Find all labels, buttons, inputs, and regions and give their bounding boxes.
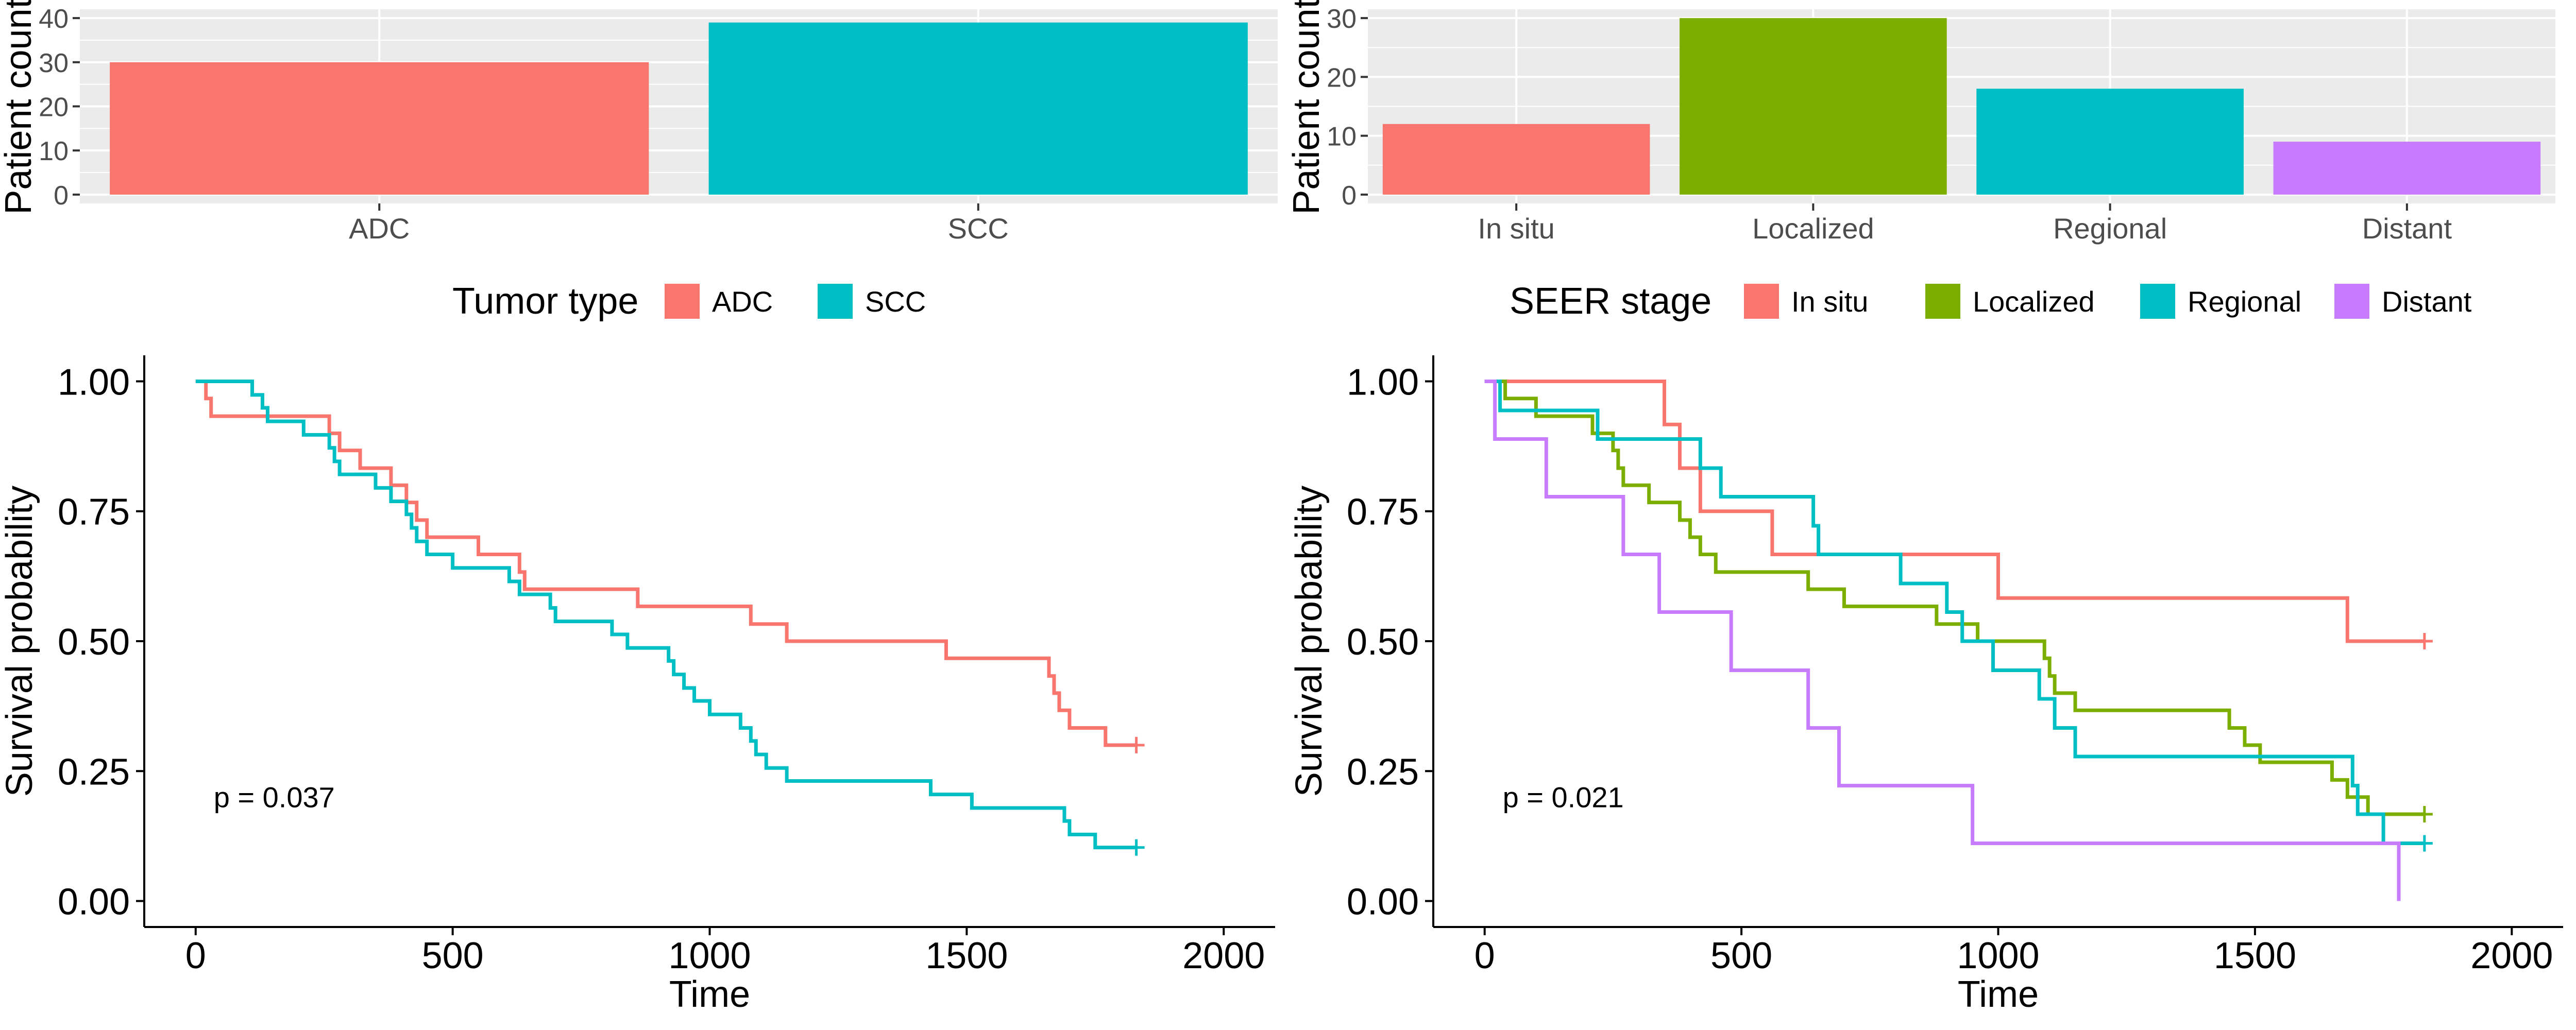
legend: Tumor type ADC SCC [452,281,926,322]
x-tick-label: 1500 [2214,935,2296,976]
y-tick-label: 20 [1327,63,1357,93]
x-tick-label: 2000 [1182,935,1265,976]
legend: SEER stage In situ Localized Regional Distan… [1510,281,2472,322]
survival-curve-in-situ [1484,379,2425,643]
x-axis-label: Time [1958,974,2039,1015]
x-tick-label: 1500 [925,935,1008,976]
y-tick-label: 1.00 [1347,362,1419,403]
y-tick-label: 40 [39,4,69,34]
y-tick-label: 0.25 [58,751,130,793]
x-tick-label: ADC [349,212,410,245]
y-tick-label: 0 [1342,181,1357,211]
y-axis-label: Patient count [1286,0,1327,215]
survival-curve-regional [1484,379,2425,846]
bar-in-situ [1382,124,1650,195]
bar-regional [1976,89,2244,195]
legend-label: Distant [2382,285,2472,318]
p-value-annotation: p = 0.021 [1503,781,1624,814]
x-tick-label: Regional [2053,212,2167,245]
km-seer-stage-chart: 0.00 0.25 0.50 0.75 1.00 0 500 1000 1500 2000 Time… [1289,355,2563,1015]
y-tick-label: 0.00 [1347,882,1419,923]
survival-curve-adc [195,379,1137,747]
y-tick-label: 10 [1327,122,1357,152]
legend-key [1925,284,1960,319]
survival-curve-localized [1484,379,2425,816]
legend-label: ADC [712,285,773,318]
x-tick-label: Distant [2362,212,2452,245]
km-tumor-type-chart: 0.00 0.25 0.50 0.75 1.00 0 500 1000 1500 2000 Time… [0,355,1275,1015]
y-tick-label: 0.25 [1347,751,1419,793]
y-tick-label: 0.75 [58,492,130,533]
tumor-type-bar-chart: 0 10 20 30 40 ADC SCC Patient count Tumor type AD… [0,0,1278,322]
x-tick-label: SCC [948,212,1009,245]
x-tick-label: 1000 [668,935,751,976]
y-tick-label: 0.00 [58,882,130,923]
x-axis-label: Time [669,974,750,1015]
legend-key [665,284,700,319]
legend-key [1744,284,1779,319]
legend-key [818,284,853,319]
y-tick-label: 30 [1327,4,1357,34]
legend-title: SEER stage [1510,281,1711,322]
x-tick-label: 2000 [2470,935,2553,976]
p-value-annotation: p = 0.037 [214,781,335,814]
bar-adc [110,62,649,195]
y-tick-label: 1.00 [58,362,130,403]
legend-title: Tumor type [452,281,638,322]
y-tick-label: 0.50 [1347,622,1419,663]
y-tick-label: 20 [39,93,69,123]
legend-key [2334,284,2369,319]
legend-label: Regional [2188,285,2301,318]
survival-curve-distant [1484,379,2401,901]
x-tick-label: 0 [185,935,206,976]
y-tick-label: 10 [39,136,69,166]
bar-distant [2273,142,2541,195]
y-tick-label: 0.75 [1347,492,1419,533]
legend-label: SCC [865,285,926,318]
legend-label: Localized [1973,285,2095,318]
y-axis-label: Survival probability [0,486,40,797]
x-tick-label: 500 [1710,935,1772,976]
y-tick-label: 0.50 [58,622,130,663]
legend-label: In situ [1791,285,1868,318]
bar-scc [708,22,1248,195]
survival-curve-scc [195,379,1137,850]
legend-key [2140,284,2175,319]
x-tick-label: In situ [1478,212,1554,245]
y-axis-label: Survival probability [1289,486,1330,797]
y-tick-label: 30 [39,48,69,78]
x-tick-label: 1000 [1957,935,2039,976]
x-tick-label: 500 [422,935,484,976]
x-tick-label: 0 [1475,935,1495,976]
bar-localized [1680,18,1947,195]
seer-stage-bar-chart: 0 10 20 30 In situ Localized Regional Distant Pa… [1286,0,2555,322]
y-tick-label: 0 [54,181,69,211]
x-tick-label: Localized [1752,212,1874,245]
y-axis-label: Patient count [0,0,39,215]
